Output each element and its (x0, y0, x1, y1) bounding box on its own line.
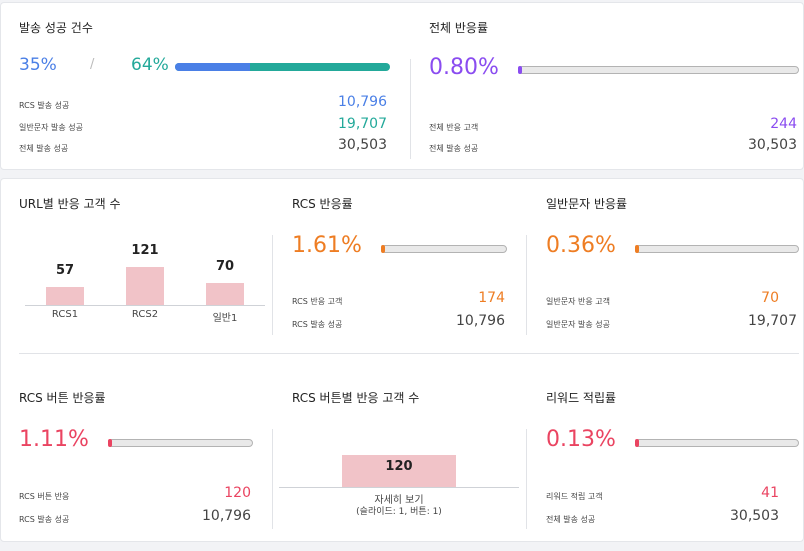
bar-category-label: 일반1 (212, 313, 238, 324)
row-label: 일반문자 발송 성공 (546, 320, 610, 329)
row-label: RCS 발송 성공 (292, 320, 343, 329)
send-ratio-bar-rcs (175, 63, 251, 71)
rcs-button-response-value: 120 (224, 485, 251, 501)
chart-bar (126, 267, 164, 305)
rcs-percent: 35% (19, 55, 57, 75)
rcs-send-success-value: 10,796 (338, 94, 387, 110)
rcs-send-value: 10,796 (456, 313, 505, 329)
row-label: RCS 발송 성공 (19, 515, 70, 524)
bar-category-label: 자세히 보기 (374, 495, 424, 506)
chart-bar (206, 283, 244, 305)
chart-bar (342, 455, 456, 487)
sms-response-bar (635, 245, 799, 253)
response-detail-card: URL별 반응 고객 수 57 RCS1 121 RCS2 70 일반1 RCS 반응률 … (0, 178, 804, 542)
total-send-success-value: 30,503 (338, 137, 387, 153)
chart-bar (46, 287, 84, 305)
bar-value-label: 70 (215, 259, 235, 274)
percent-separator: / (90, 57, 95, 72)
divider (410, 59, 411, 159)
reward-customers-value: 41 (761, 485, 779, 501)
rcs-response-title: RCS 반응률 (292, 197, 353, 211)
reward-bar-fill (635, 439, 639, 447)
rcs-button-customers-title: RCS 버튼별 반응 고객 수 (292, 391, 420, 405)
row-label: 전체 반응 고객 (429, 123, 479, 132)
bar-value-label: 120 (385, 459, 413, 474)
sms-send-success-value: 19,707 (338, 116, 387, 132)
section-divider (19, 353, 799, 354)
total-response-customers-value: 244 (770, 116, 797, 132)
row-label: 일반문자 반응 고객 (546, 297, 610, 306)
row-label: 전체 발송 성공 (19, 144, 69, 153)
reward-send-value: 30,503 (730, 508, 779, 524)
sms-response-title: 일반문자 반응률 (546, 197, 628, 211)
row-label: 전체 발송 성공 (429, 144, 479, 153)
rcs-button-response-rate: 1.11% (19, 427, 89, 452)
url-response-title: URL별 반응 고객 수 (19, 197, 121, 211)
divider (272, 429, 273, 529)
sms-send-value: 19,707 (748, 313, 797, 329)
rcs-button-response-bar (108, 439, 253, 447)
send-ratio-bar (175, 63, 390, 71)
sms-response-bar-fill (635, 245, 639, 253)
bar-category-sublabel: (슬라이드: 1, 버튼: 1) (356, 507, 442, 517)
row-label: 일반문자 발송 성공 (19, 123, 83, 132)
url-response-chart: 57 RCS1 121 RCS2 70 일반1 (1, 179, 271, 339)
sms-response-customers-value: 70 (761, 290, 779, 306)
rcs-response-customers-value: 174 (478, 290, 505, 306)
row-label: RCS 버튼 반응 (19, 492, 70, 501)
rcs-response-bar (381, 245, 507, 253)
divider (526, 235, 527, 335)
sms-percent: 64% (131, 55, 169, 75)
rcs-response-rate: 1.61% (292, 233, 362, 258)
send-success-title: 발송 성공 건수 (19, 21, 93, 35)
row-label: RCS 발송 성공 (19, 101, 70, 110)
total-response-bar (518, 66, 799, 74)
bar-value-label: 57 (55, 263, 75, 278)
rcs-button-response-title: RCS 버튼 반응률 (19, 391, 106, 405)
divider (272, 235, 273, 335)
reward-title: 리워드 적립률 (546, 391, 617, 405)
chart-baseline (279, 487, 519, 488)
reward-bar (635, 439, 799, 447)
rcs-button-send-value: 10,796 (202, 508, 251, 524)
total-response-rate: 0.80% (429, 55, 499, 80)
reward-rate: 0.13% (546, 427, 616, 452)
send-summary-card: 발송 성공 건수 35% / 64% RCS 발송 성공 10,796 일반문자… (0, 2, 804, 170)
divider (526, 429, 527, 529)
rcs-button-response-bar-fill (108, 439, 112, 447)
total-send-value: 30,503 (748, 137, 797, 153)
bar-category-label: RCS2 (131, 309, 159, 320)
bar-value-label: 121 (131, 243, 159, 258)
row-label: RCS 반응 고객 (292, 297, 343, 306)
total-response-title: 전체 반응률 (429, 21, 489, 35)
bar-category-label: RCS1 (51, 309, 79, 320)
sms-response-rate: 0.36% (546, 233, 616, 258)
chart-baseline (25, 305, 265, 306)
row-label: 리워드 적립 고객 (546, 492, 603, 501)
rcs-response-bar-fill (381, 245, 385, 253)
total-response-bar-fill (518, 66, 522, 74)
row-label: 전체 발송 성공 (546, 515, 596, 524)
